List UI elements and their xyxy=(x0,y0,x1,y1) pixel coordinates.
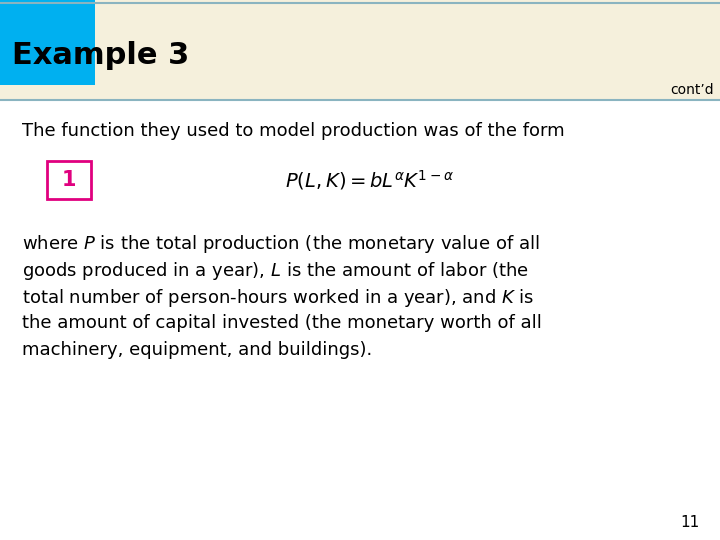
Text: cont’d: cont’d xyxy=(670,83,714,97)
Text: where $P$ is the total production (the monetary value of all: where $P$ is the total production (the m… xyxy=(22,233,539,255)
Text: 1: 1 xyxy=(62,170,76,190)
Text: the amount of capital invested (the monetary worth of all: the amount of capital invested (the mone… xyxy=(22,314,542,332)
Bar xyxy=(0,0,720,100)
Text: total number of person-hours worked in a year), and $K$ is: total number of person-hours worked in a… xyxy=(22,287,534,309)
Text: The function they used to model production was of the form: The function they used to model producti… xyxy=(22,122,564,140)
Text: machinery, equipment, and buildings).: machinery, equipment, and buildings). xyxy=(22,341,372,359)
Text: goods produced in a year), $L$ is the amount of labor (the: goods produced in a year), $L$ is the am… xyxy=(22,260,528,282)
Text: $P(L, K) = bL^{\alpha}K^{1-\alpha}$: $P(L, K) = bL^{\alpha}K^{1-\alpha}$ xyxy=(286,168,454,192)
Bar xyxy=(0,0,95,85)
Text: 11: 11 xyxy=(680,515,700,530)
Text: Example 3: Example 3 xyxy=(12,42,189,71)
FancyBboxPatch shape xyxy=(47,161,91,199)
